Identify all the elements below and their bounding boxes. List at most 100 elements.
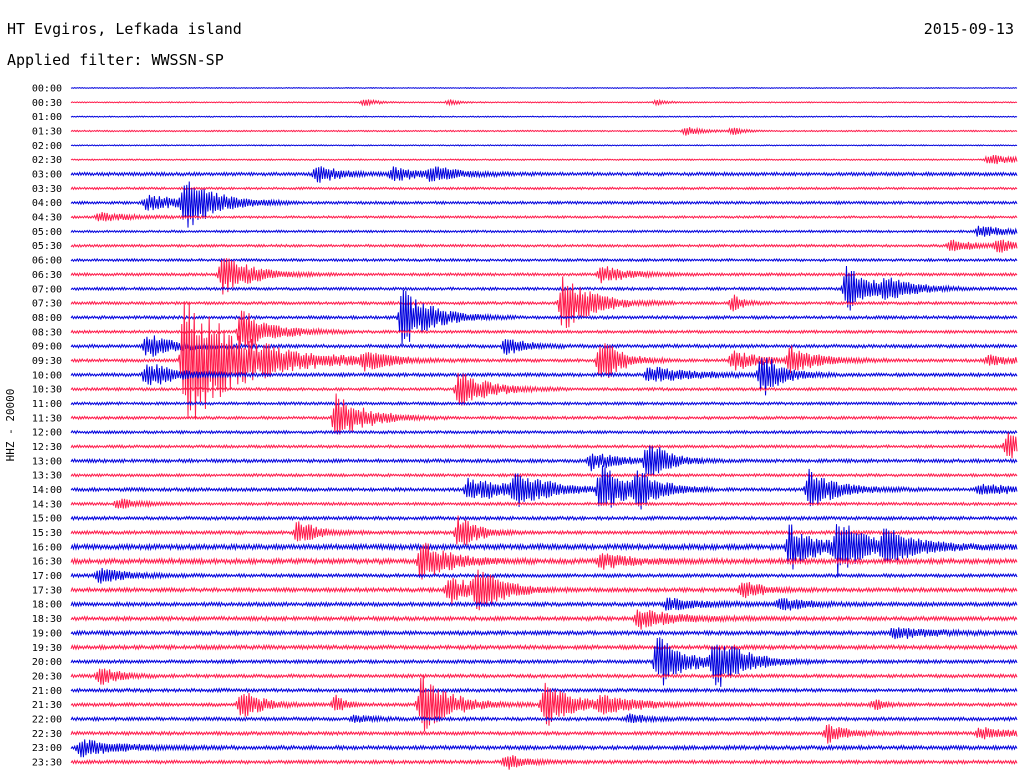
trace-1030 <box>70 373 1018 406</box>
row-label-1630: 16:30 <box>32 557 62 568</box>
trace-1200 <box>70 429 1018 435</box>
row-label-1130: 11:30 <box>32 413 62 424</box>
trace-2300 <box>70 739 1018 758</box>
trace-0900 <box>70 335 1018 357</box>
row-label-1830: 18:30 <box>32 614 62 625</box>
row-label-2000: 20:00 <box>32 657 62 668</box>
trace-0430 <box>70 212 1018 222</box>
trace-0100 <box>70 115 1018 118</box>
row-label-1400: 14:00 <box>32 485 62 496</box>
trace-1430 <box>70 498 1018 509</box>
trace-0700 <box>70 266 1018 311</box>
trace-1930 <box>70 643 1018 651</box>
trace-0930 <box>70 302 1018 419</box>
row-label-1900: 19:00 <box>32 628 62 639</box>
row-label-1230: 12:30 <box>32 442 62 453</box>
row-label-0200: 02:00 <box>32 141 62 152</box>
trace-0530 <box>70 239 1018 253</box>
trace-1830 <box>70 609 1018 630</box>
trace-0630 <box>70 258 1018 295</box>
station-title: HT Evgiros, Lefkada island <box>7 20 242 38</box>
trace-1300 <box>70 445 1018 476</box>
trace-1400 <box>70 465 1018 510</box>
trace-0300 <box>70 166 1018 183</box>
row-label-1030: 10:30 <box>32 385 62 396</box>
filter-label: Applied filter: WWSSN-SP <box>7 51 224 69</box>
trace-0400 <box>70 181 1018 228</box>
row-label-1530: 15:30 <box>32 528 62 539</box>
trace-1630 <box>70 542 1018 580</box>
row-label-0000: 00:00 <box>32 84 62 95</box>
trace-2200 <box>70 713 1018 724</box>
row-label-2300: 23:00 <box>32 743 62 754</box>
trace-0500 <box>70 225 1018 237</box>
row-label-0400: 04:00 <box>32 198 62 209</box>
row-label-1000: 10:00 <box>32 370 62 381</box>
trace-2330 <box>70 755 1018 770</box>
trace-0800 <box>70 289 1018 345</box>
row-label-0130: 01:30 <box>32 127 62 138</box>
row-label-2200: 22:00 <box>32 714 62 725</box>
row-label-0600: 06:00 <box>32 256 62 267</box>
row-label-2330: 23:30 <box>32 757 62 768</box>
row-label-0330: 03:30 <box>32 184 62 195</box>
trace-1700 <box>70 568 1018 584</box>
row-label-1730: 17:30 <box>32 585 62 596</box>
seismic-traces <box>70 86 1018 770</box>
row-label-1600: 16:00 <box>32 542 62 553</box>
row-label-0930: 09:30 <box>32 356 62 367</box>
trace-0730 <box>70 276 1018 329</box>
trace-1600 <box>70 524 1018 577</box>
trace-0230 <box>70 154 1018 165</box>
row-label-1300: 13:00 <box>32 456 62 467</box>
row-label-1500: 15:00 <box>32 514 62 525</box>
row-label-0300: 03:00 <box>32 170 62 181</box>
row-labels: 00:00 00:30 01:00 01:30 02:00 02:30 03:00 03:30… <box>32 84 62 769</box>
row-label-1200: 12:00 <box>32 428 62 439</box>
row-label-2230: 22:30 <box>32 729 62 740</box>
row-label-1930: 19:30 <box>32 643 62 654</box>
trace-2130 <box>70 675 1018 732</box>
trace-0200 <box>70 144 1018 147</box>
trace-2000 <box>70 637 1018 687</box>
trace-0600 <box>70 257 1018 263</box>
trace-2030 <box>70 668 1018 685</box>
row-label-1100: 11:00 <box>32 399 62 410</box>
row-label-1330: 13:30 <box>32 471 62 482</box>
row-label-0800: 08:00 <box>32 313 62 324</box>
row-label-0100: 01:00 <box>32 112 62 123</box>
trace-1000 <box>70 357 1018 396</box>
trace-0830 <box>70 310 1018 350</box>
trace-2230 <box>70 724 1018 744</box>
y-axis-label: HHZ - 20000 <box>4 389 17 462</box>
row-label-0830: 08:30 <box>32 327 62 338</box>
trace-1800 <box>70 597 1018 611</box>
trace-1730 <box>70 569 1018 611</box>
row-label-0630: 06:30 <box>32 270 62 281</box>
row-label-0030: 00:30 <box>32 98 62 109</box>
row-label-1700: 17:00 <box>32 571 62 582</box>
record-date: 2015-09-13 <box>923 20 1014 38</box>
trace-1130 <box>70 393 1018 435</box>
row-label-0500: 05:00 <box>32 227 62 238</box>
trace-0130 <box>70 126 1018 136</box>
row-label-0700: 07:00 <box>32 284 62 295</box>
trace-0000 <box>70 86 1018 90</box>
row-label-0230: 02:30 <box>32 155 62 166</box>
row-label-2100: 21:00 <box>32 686 62 697</box>
trace-2100 <box>70 687 1018 694</box>
row-label-0530: 05:30 <box>32 241 62 252</box>
row-label-1430: 14:30 <box>32 499 62 510</box>
trace-0330 <box>70 186 1018 191</box>
row-label-0900: 09:00 <box>32 342 62 353</box>
trace-1100 <box>70 400 1018 407</box>
row-label-0730: 07:30 <box>32 299 62 310</box>
trace-1330 <box>70 472 1018 478</box>
trace-1900 <box>70 627 1018 640</box>
trace-1230 <box>70 432 1018 459</box>
row-label-0430: 04:30 <box>32 213 62 224</box>
trace-1530 <box>70 515 1018 546</box>
trace-1500 <box>70 515 1018 522</box>
trace-0030 <box>70 98 1018 107</box>
